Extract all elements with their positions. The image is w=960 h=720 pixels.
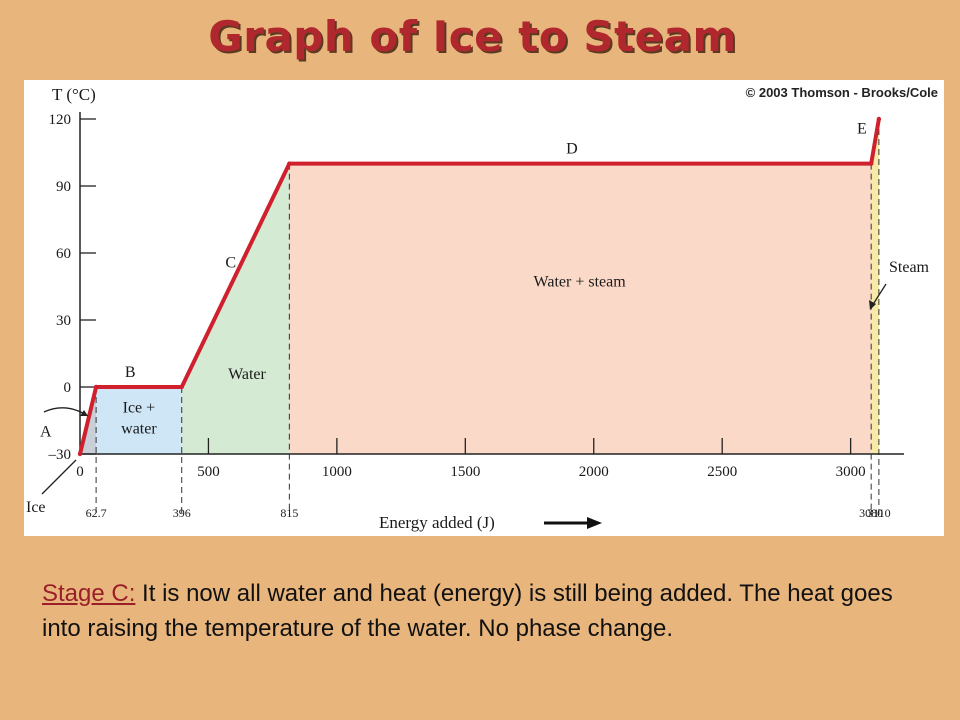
region-ice-water [96,387,182,454]
x-tick-label-2: 1500 [450,464,480,480]
region-label-ice-water-line2: water [121,421,157,438]
x-tick-label-5: 3000 [836,464,866,480]
region-label-ice: Ice [26,499,46,516]
transition-label-4: 3110 [867,506,891,520]
y-tick-label-4: 90 [56,179,71,195]
ice-arrow [41,459,77,495]
region-label-steam: Steam [889,259,930,276]
y-tick-label-3: 60 [56,246,71,262]
curve-point-4 [868,161,874,166]
segment-label-d: D [566,141,578,158]
y-axis-title: T (°C) [52,85,96,104]
chart-panel: 62.7 396 815 3080 3110 –30 0 30 60 90 120 500 1000 15… [24,80,944,536]
curve-point-0 [77,451,83,457]
transition-label-0: 62.7 [86,506,107,520]
segment-label-a: A [40,424,52,441]
y-tick-label-2: 30 [56,313,71,329]
y-tick-label-0: –30 [48,447,72,463]
segment-label-e: E [857,120,867,137]
curve-point-1 [93,384,99,390]
x-tick-label-3: 2000 [579,464,609,480]
y-tick-label-5: 120 [49,112,72,128]
segment-label-b: B [125,364,136,381]
y-tick-label-1: 0 [64,380,72,396]
region-water [181,163,290,454]
region-label-water: Water [228,366,266,383]
steam-arrowhead [869,300,876,310]
curve-point-5 [876,116,882,122]
curve-point-2 [179,384,184,390]
steam-arrow [871,283,887,307]
transition-label-2: 815 [280,506,298,520]
transition-label-3: 3080 [859,506,883,520]
slide-title: Graph of Ice to Steam [208,12,737,61]
heating-curve-line [78,118,881,455]
caption-text: Stage C: It is now all water and heat (e… [42,576,922,646]
x-axis-title: Energy added (J) [379,513,495,532]
region-water-steam [289,163,872,454]
caption-body: It is now all water and heat (energy) is… [42,580,893,642]
region-label-water-steam: Water + steam [534,274,627,291]
x-axis-arrow-head [587,517,602,529]
segment-label-c: C [225,254,236,271]
x-tick-label-0: 500 [197,464,220,480]
region-label-ice-water-line1: Ice + [123,400,156,417]
x-tick-label-4: 2500 [707,464,737,480]
copyright-notice: © 2003 Thomson - Brooks/Cole [745,85,938,100]
caption-stage-label[interactable]: Stage C: [42,580,136,607]
x-tick-label-1: 1000 [322,464,352,480]
segment-a-arrowhead [80,410,88,416]
x-origin-label: 0 [76,464,84,480]
transition-label-1: 396 [173,506,191,520]
curve-point-3 [287,161,292,166]
region-steam [871,119,879,454]
